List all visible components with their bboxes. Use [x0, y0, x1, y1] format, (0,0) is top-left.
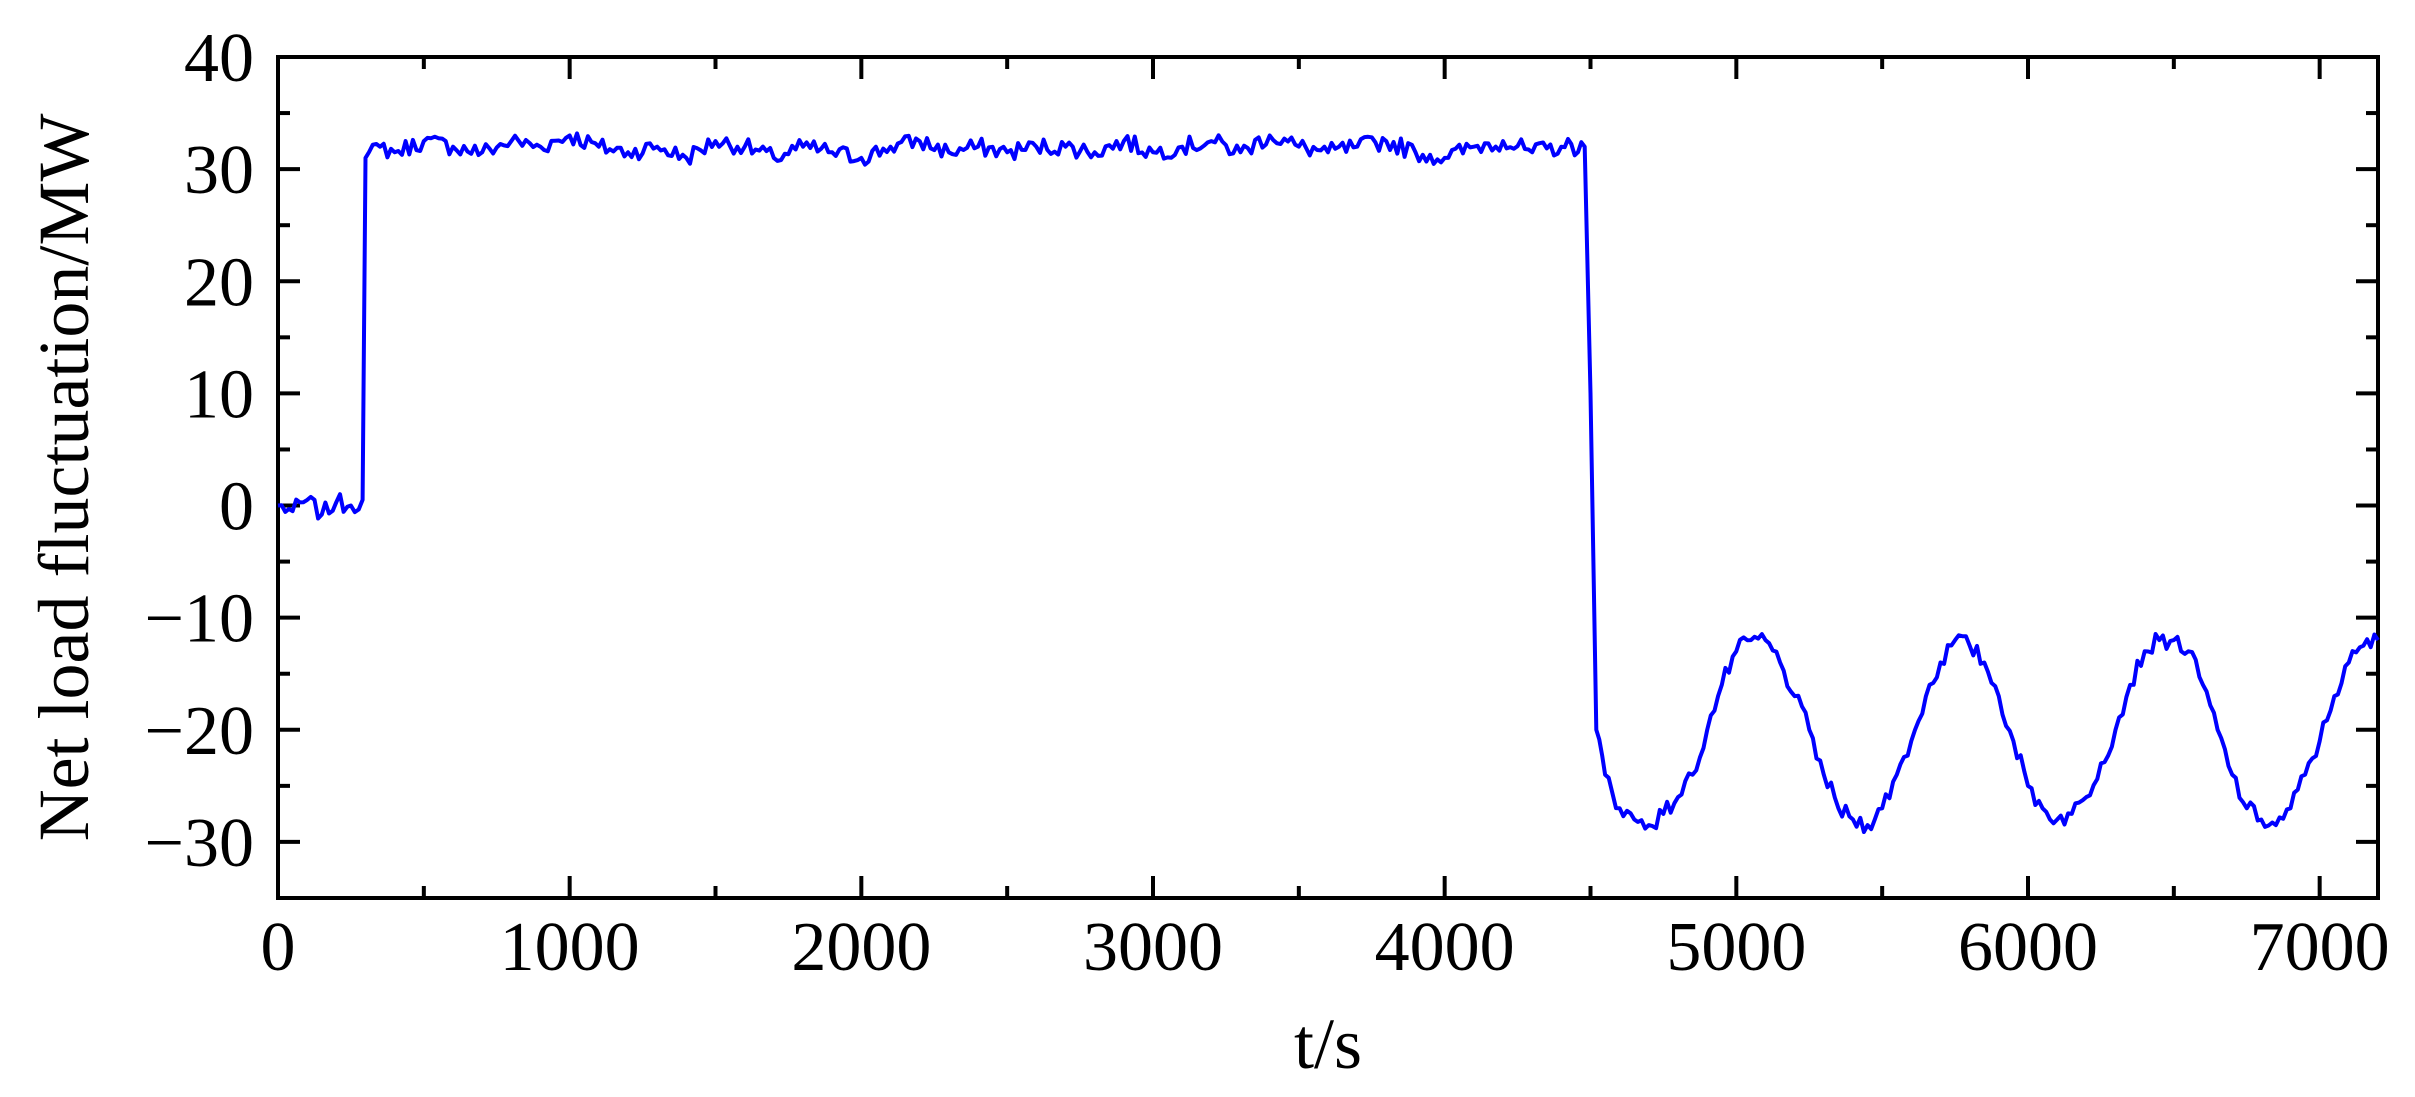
y-tick-label: 0 [219, 469, 254, 546]
x-tick-label: 4000 [1375, 909, 1515, 986]
x-tick-label: 3000 [1083, 909, 1223, 986]
y-tick-labels: −30 −20 −10 0 10 20 30 40 [145, 20, 254, 882]
x-tick-labels: 0 1000 2000 3000 4000 5000 6000 7000 [261, 909, 2390, 986]
x-tick-label: 1000 [500, 909, 640, 986]
y-tick-label: 10 [184, 356, 254, 433]
x-tick-label: 7000 [2250, 909, 2390, 986]
plot-area [276, 55, 2380, 900]
y-tick-label: 20 [184, 244, 254, 321]
tick-marks [276, 55, 2378, 900]
x-tick-label: 2000 [791, 909, 931, 986]
y-axis-title: Net load fluctuation/MW [24, 114, 104, 842]
x-tick-label: 6000 [1958, 909, 2098, 986]
x-tick-label: 5000 [1666, 909, 1806, 986]
x-axis-title: t/s [1294, 1004, 1362, 1084]
plot-frame [276, 55, 2380, 900]
y-tick-label: −30 [145, 805, 254, 882]
y-tick-label: −20 [145, 693, 254, 770]
x-tick-label: 0 [261, 909, 296, 986]
y-tick-label: 40 [184, 20, 254, 97]
data-series-line [277, 131, 2380, 834]
y-tick-label: −10 [145, 581, 254, 658]
y-tick-label: 30 [184, 132, 254, 209]
